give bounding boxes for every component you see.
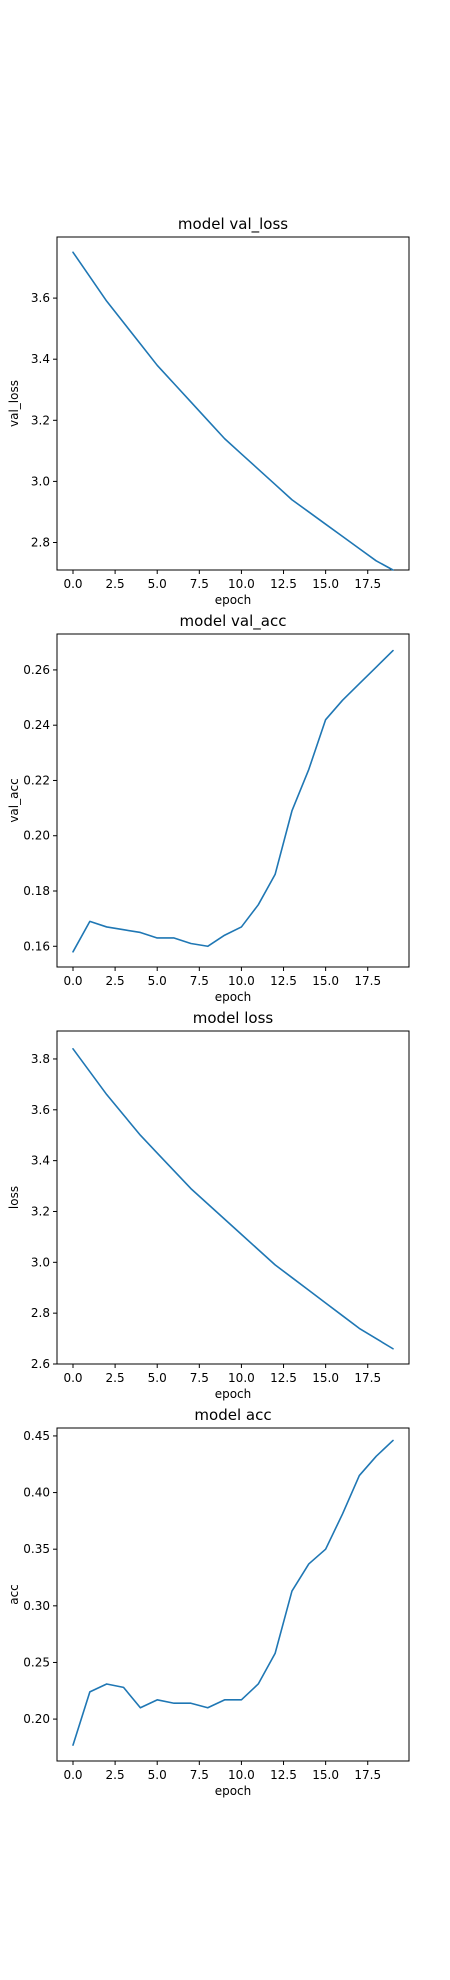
val-acc-panel: model val_acc 0.0 2.5 5.0 7.5 10.0 12.5 15.0 17… <box>7 612 410 1004</box>
val-loss-x-tick-label: 17.5 <box>354 577 381 591</box>
val-loss-y-axis-label: val_loss <box>7 380 21 427</box>
val-loss-y-tick-label: 2.8 <box>31 536 50 550</box>
loss-line <box>72 1047 394 1350</box>
loss-x-tick-label: 10.0 <box>228 1371 255 1385</box>
acc-title: model acc <box>194 1406 271 1424</box>
loss-title: model loss <box>193 1009 274 1027</box>
acc-x-tick-label: 15.0 <box>312 1768 339 1782</box>
val-acc-y-tick-label: 0.26 <box>23 663 50 677</box>
val-loss-line <box>72 251 394 571</box>
loss-ticks: 0.0 2.5 5.0 7.5 10.0 12.5 15.0 17.5 2.6 2.8 3.0 3.2… <box>31 1052 381 1385</box>
acc-x-tick-label: 10.0 <box>228 1768 255 1782</box>
val-acc-x-tick-label: 17.5 <box>354 974 381 988</box>
val-acc-x-tick-label: 0.0 <box>63 974 82 988</box>
loss-x-tick-label: 5.0 <box>148 1371 167 1385</box>
loss-y-tick-label: 3.6 <box>31 1103 50 1117</box>
val-loss-x-tick-label: 10.0 <box>228 577 255 591</box>
loss-y-tick-label: 3.0 <box>31 1255 50 1269</box>
acc-y-tick-label: 0.35 <box>23 1542 50 1556</box>
val-loss-x-axis-label: epoch <box>215 593 252 607</box>
val-acc-line <box>72 649 394 953</box>
loss-y-axis-label: loss <box>7 1186 21 1209</box>
acc-plot-frame <box>56 1427 410 1762</box>
loss-y-tick-label: 3.8 <box>31 1052 50 1066</box>
loss-panel: model loss 0.0 2.5 5.0 7.5 10.0 12.5 15.0 17.5 2… <box>7 1009 410 1401</box>
val-loss-title: model val_loss <box>178 215 288 234</box>
val-loss-panel: model val_loss 0.0 2.5 5.0 7.5 10.0 12.5 15.0 1… <box>7 215 410 607</box>
val-loss-x-tick-label: 12.5 <box>270 577 297 591</box>
acc-x-axis-label: epoch <box>215 1784 252 1798</box>
acc-ticks: 0.0 2.5 5.0 7.5 10.0 12.5 15.0 17.5 0.20 0.25 0.30… <box>23 1429 381 1782</box>
acc-y-axis-label: acc <box>7 1584 21 1605</box>
loss-x-tick-label: 0.0 <box>63 1371 82 1385</box>
loss-plot-frame <box>56 1030 410 1365</box>
loss-x-tick-label: 7.5 <box>190 1371 209 1385</box>
val-loss-y-tick-label: 3.2 <box>31 413 50 427</box>
acc-x-tick-label: 17.5 <box>354 1768 381 1782</box>
val-loss-x-tick-label: 5.0 <box>148 577 167 591</box>
val-acc-x-axis-label: epoch <box>215 990 252 1004</box>
val-loss-x-tick-label: 2.5 <box>106 577 125 591</box>
val-loss-y-tick-label: 3.0 <box>31 474 50 488</box>
acc-y-tick-label: 0.40 <box>23 1486 50 1500</box>
loss-x-tick-label: 2.5 <box>106 1371 125 1385</box>
val-acc-x-tick-label: 10.0 <box>228 974 255 988</box>
loss-x-tick-label: 17.5 <box>354 1371 381 1385</box>
val-acc-y-tick-label: 0.20 <box>23 829 50 843</box>
acc-y-tick-label: 0.25 <box>23 1655 50 1669</box>
val-acc-x-tick-label: 5.0 <box>148 974 167 988</box>
val-acc-y-tick-label: 0.18 <box>23 884 50 898</box>
val-acc-x-tick-label: 2.5 <box>106 974 125 988</box>
acc-x-tick-label: 12.5 <box>270 1768 297 1782</box>
val-loss-plot-frame <box>56 236 410 571</box>
val-loss-y-tick-label: 3.4 <box>31 352 50 366</box>
val-loss-x-tick-label: 7.5 <box>190 577 209 591</box>
val-acc-y-tick-label: 0.16 <box>23 939 50 953</box>
acc-x-tick-label: 7.5 <box>190 1768 209 1782</box>
acc-x-tick-label: 5.0 <box>148 1768 167 1782</box>
loss-y-tick-label: 2.8 <box>31 1306 50 1320</box>
loss-y-tick-label: 3.4 <box>31 1154 50 1168</box>
acc-y-tick-label: 0.30 <box>23 1599 50 1613</box>
acc-panel: model acc 0.0 2.5 5.0 7.5 10.0 12.5 15.0 17.50.… <box>7 1406 410 1798</box>
val-acc-x-tick-label: 15.0 <box>312 974 339 988</box>
acc-y-tick-label: 0.20 <box>23 1712 50 1726</box>
loss-x-tick-label: 15.0 <box>312 1371 339 1385</box>
loss-x-axis-label: epoch <box>215 1387 252 1401</box>
acc-x-tick-label: 0.0 <box>63 1768 82 1782</box>
val-acc-y-tick-label: 0.22 <box>23 773 50 787</box>
val-loss-ticks: 0.0 2.5 5.0 7.5 10.0 12.5 15.0 17.5 2.8 3.0 3.2 3.4… <box>31 291 381 591</box>
val-acc-x-tick-label: 7.5 <box>190 974 209 988</box>
acc-x-tick-label: 2.5 <box>106 1768 125 1782</box>
val-loss-x-tick-label: 15.0 <box>312 577 339 591</box>
acc-line <box>72 1439 394 1746</box>
loss-y-tick-label: 3.2 <box>31 1204 50 1218</box>
val-acc-x-tick-label: 12.5 <box>270 974 297 988</box>
loss-x-tick-label: 12.5 <box>270 1371 297 1385</box>
val-acc-title: model val_acc <box>180 612 287 631</box>
val-loss-x-tick-label: 0.0 <box>63 577 82 591</box>
val-acc-y-tick-label: 0.24 <box>23 718 50 732</box>
val-acc-ticks: 0.0 2.5 5.0 7.5 10.0 12.5 15.0 17.5 0.16 0.18 0.20… <box>23 663 381 988</box>
loss-y-tick-label: 2.6 <box>31 1357 50 1371</box>
val-loss-y-tick-label: 3.6 <box>31 291 50 305</box>
val-acc-plot-frame <box>56 633 410 968</box>
acc-y-tick-label: 0.45 <box>23 1429 50 1443</box>
val-acc-y-axis-label: val_acc <box>7 778 21 822</box>
